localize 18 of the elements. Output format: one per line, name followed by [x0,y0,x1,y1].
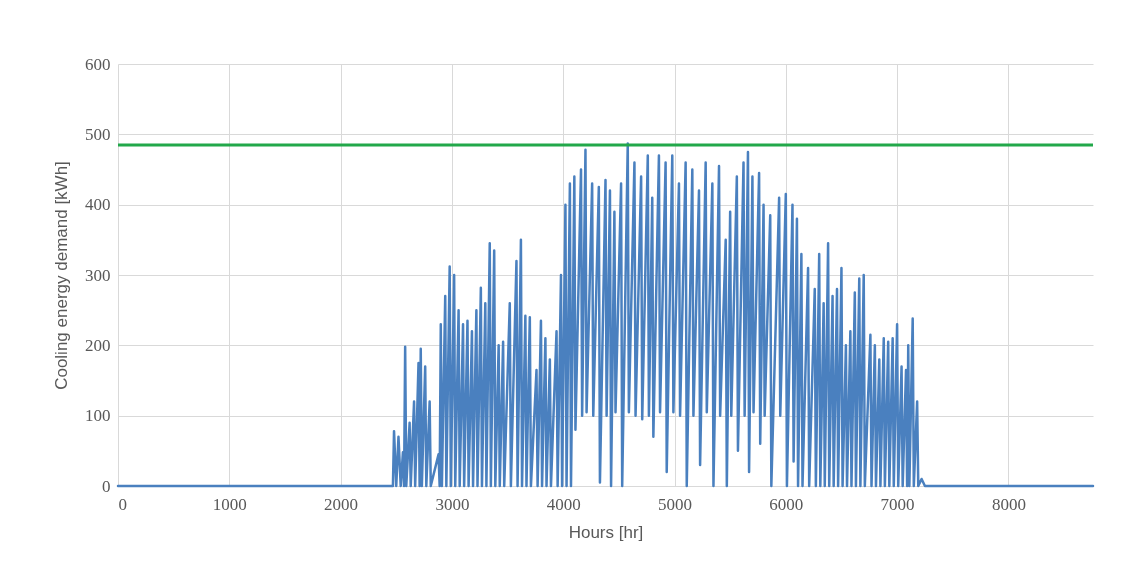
x-tick-label: 4000 [546,494,581,514]
y-tick-label: 200 [85,335,111,355]
x-tick-label: 3000 [435,494,470,514]
x-tick-label: 1000 [212,494,247,514]
x-tick-label: 8000 [991,494,1026,514]
y-axis-title: Cooling energy demand [kWh] [52,161,71,390]
x-axis-title: Hours [hr] [568,522,644,542]
x-tick-label: 7000 [880,494,915,514]
y-tick-label: 500 [85,124,111,144]
y-tick-label: 600 [85,54,111,74]
x-tick-label: 6000 [769,494,804,514]
x-tick-label: 0 [118,494,127,514]
y-tick-label: 300 [85,265,111,285]
y-tick-label: 0 [102,476,111,496]
x-tick-label: 2000 [324,494,359,514]
x-tick-label: 5000 [658,494,693,514]
y-tick-label: 100 [85,406,111,426]
y-tick-label: 400 [85,195,111,215]
